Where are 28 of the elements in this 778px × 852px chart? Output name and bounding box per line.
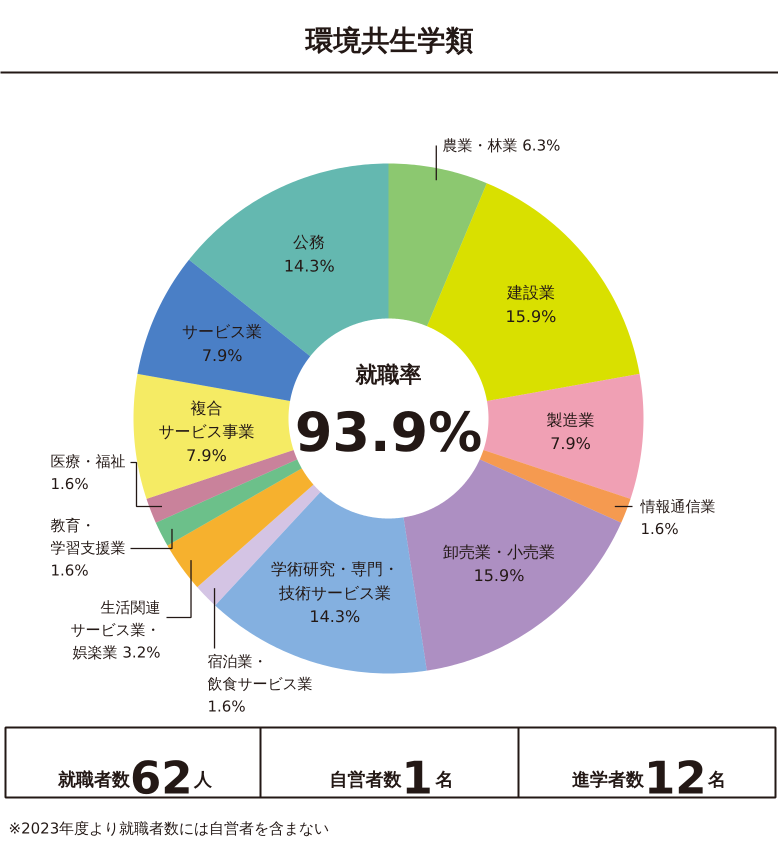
slice-label: 教育・学習支援業: [50, 516, 126, 557]
slice-label: 宿泊業・飲食サービス業: [208, 652, 312, 693]
text: ※2023年度より就職者数には自営者を含まない: [8, 820, 330, 838]
slice-label: 農業・林業 6.3%: [442, 136, 560, 154]
chart-title: 環境共生学類: [304, 24, 474, 57]
data-label: 7.9%: [186, 446, 227, 465]
slice-label: 生活関連サービス業・娯楽業 3.2%: [70, 598, 161, 662]
text: 93.9%: [294, 401, 482, 464]
data-label: 15.9%: [506, 306, 556, 326]
slice-label: 情報通信業: [640, 498, 716, 516]
slice-label: 建設業: [506, 283, 555, 302]
slice-label: 製造業: [546, 410, 595, 430]
data-label: 7.9%: [202, 346, 242, 365]
slice-label: サービス業: [182, 322, 262, 342]
data-label: 1.6%: [50, 475, 89, 493]
data-label: 1.6%: [208, 698, 246, 716]
data-label: 7.9%: [550, 434, 591, 454]
data-label: 15.9%: [474, 566, 524, 586]
data-label: 1.6%: [640, 520, 679, 538]
data-label: 14.3%: [284, 256, 335, 276]
text: 就職率: [354, 362, 422, 388]
data-label: 14.3%: [309, 607, 360, 626]
slice-label: 医療・福祉: [50, 452, 126, 470]
slice-label: 複合サービス事業: [158, 398, 254, 442]
data-label: 1.6%: [50, 562, 89, 580]
slice-label: 卸売業・小売業: [442, 542, 555, 562]
slice-label: 学術研究・専門・技術サービス業: [270, 560, 399, 602]
slice-label: 公務: [293, 232, 326, 252]
